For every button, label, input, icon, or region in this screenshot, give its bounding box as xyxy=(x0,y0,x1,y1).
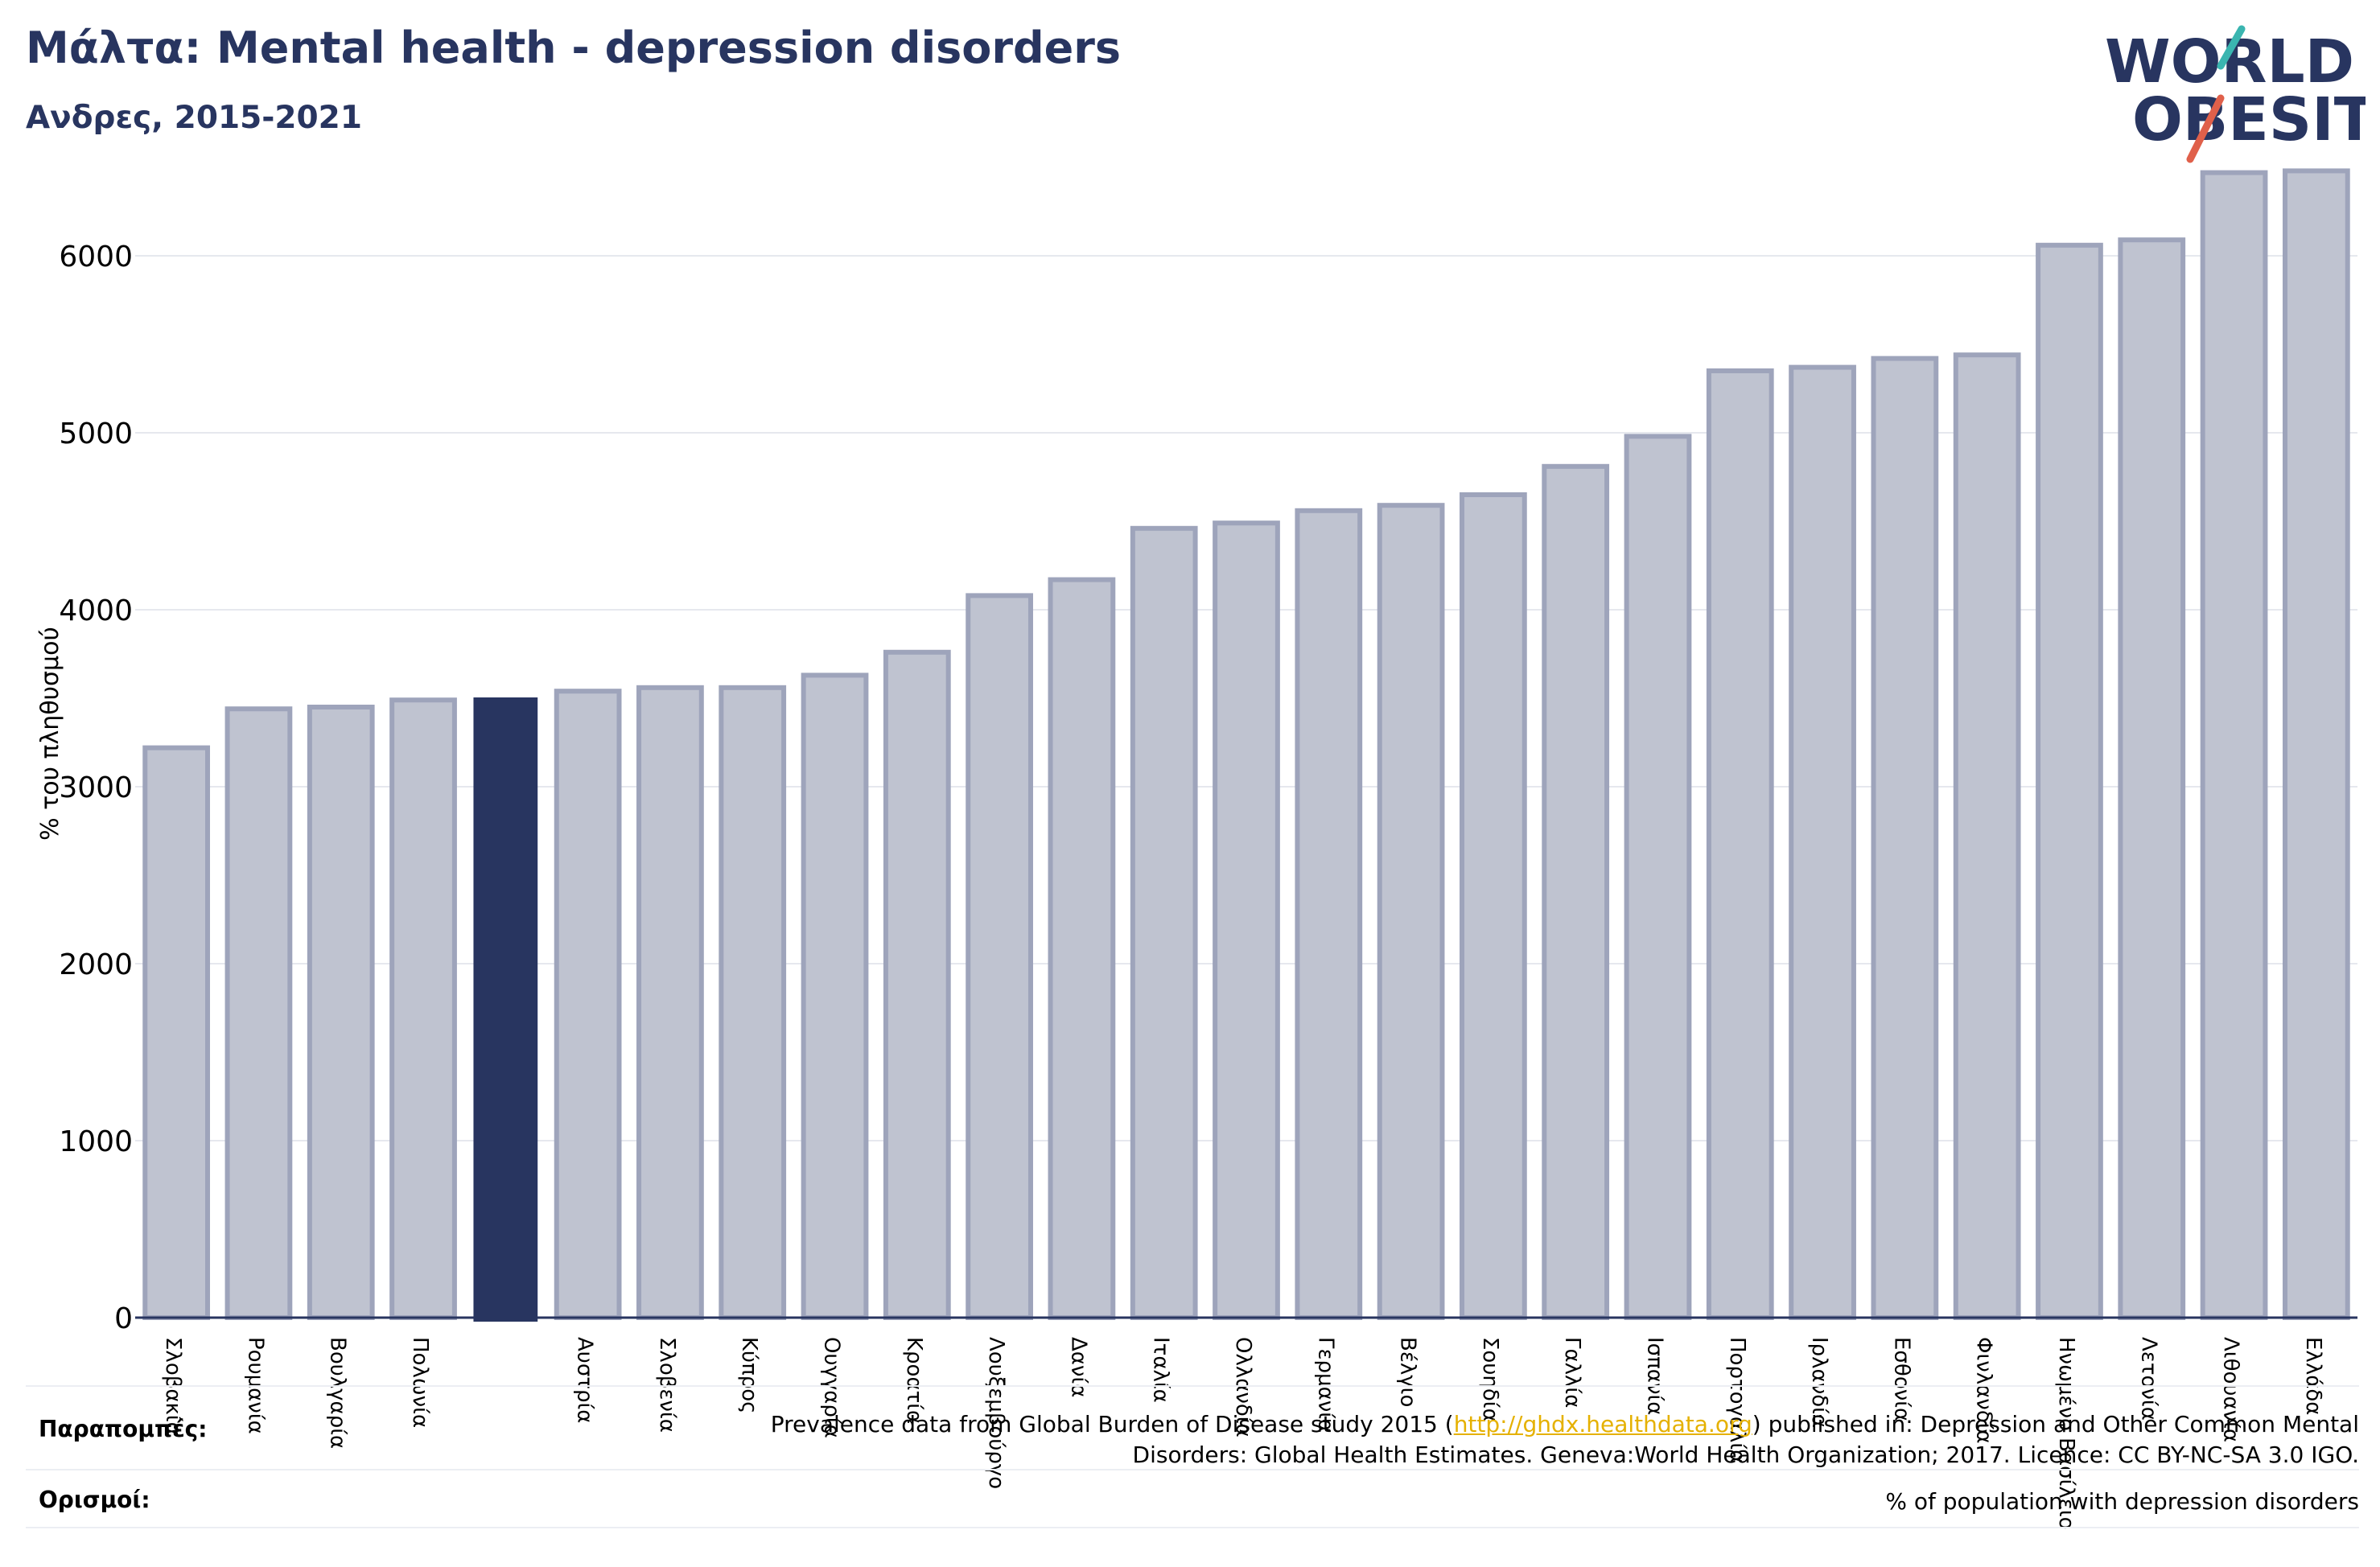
references-row: Παραπομπές: Prevalence data from Global … xyxy=(26,1409,2359,1474)
x-tick-label: Γαλλία xyxy=(1560,1337,1584,1408)
chart-subtitle: Ανδρες, 2015-2021 xyxy=(26,100,362,136)
x-tick-label: Αυστρία xyxy=(573,1337,597,1423)
x-tick-label: Βουλγαρία xyxy=(326,1337,350,1449)
x-tick-label: Κύπρος xyxy=(737,1337,761,1413)
bar xyxy=(966,593,1033,1320)
chart-title: Μάλτα: Mental health - depression disord… xyxy=(26,23,1122,73)
x-tick-label: Ισπανία xyxy=(1642,1337,1666,1415)
y-tick-label: 3000 xyxy=(59,771,133,804)
bar xyxy=(1130,525,1198,1320)
x-tick-label: Ηνωμένο Βασίλειο xyxy=(2054,1337,2078,1530)
bar xyxy=(1213,520,1280,1320)
x-tick-label: Πολωνία xyxy=(408,1337,432,1428)
bars xyxy=(142,168,2350,1322)
bar xyxy=(1460,492,1527,1320)
x-tick-label: Ιταλία xyxy=(1149,1337,1173,1403)
y-tick-label: 6000 xyxy=(59,241,133,274)
x-tick-label: Ελλάδα xyxy=(2301,1337,2325,1415)
bar xyxy=(1706,368,1774,1320)
x-tick-label: Γερμανία xyxy=(1313,1337,1337,1433)
x-tick-label: Σλοβενία xyxy=(655,1337,679,1433)
bar xyxy=(636,685,704,1320)
bar xyxy=(307,705,375,1320)
x-tick-label: Σουηδία xyxy=(1478,1337,1502,1422)
x-tick-label: Βέλγιο xyxy=(1396,1337,1420,1407)
bar-highlighted xyxy=(473,697,538,1322)
logo-accent-red xyxy=(2186,94,2225,163)
bar xyxy=(801,672,869,1320)
y-tick-labels: 0 1000 2000 3000 4000 5000 6000 xyxy=(59,241,133,1335)
references-label: Παραπομπές: xyxy=(39,1416,208,1442)
logo-accent-teal xyxy=(2217,25,2246,70)
y-tick-label: 2000 xyxy=(59,948,133,981)
x-tick-label: Δανία xyxy=(1066,1337,1090,1397)
bar xyxy=(389,697,457,1320)
bar xyxy=(1953,352,2021,1321)
x-tick-label: Λετονία xyxy=(2136,1337,2160,1421)
x-tick-label: Πορτογαλία xyxy=(1725,1337,1749,1463)
bar xyxy=(1789,364,1856,1321)
bar xyxy=(2036,242,2103,1320)
references-text-after: ) published in: Depression and Other Com… xyxy=(1752,1411,2359,1437)
x-tick-label: Λιθουανία xyxy=(2219,1337,2243,1442)
bar xyxy=(1542,463,1610,1320)
bar xyxy=(142,745,211,1320)
x-tick-label: Εσθονία xyxy=(1889,1337,1913,1421)
x-tick-label: Ολλανδία xyxy=(1231,1337,1255,1437)
bar xyxy=(1295,508,1363,1320)
bar xyxy=(2200,170,2268,1321)
x-tick-label: Λουξεμβούργο xyxy=(984,1337,1008,1489)
bar xyxy=(1871,356,1939,1321)
x-tick-label: Φινλανδία xyxy=(1972,1337,1996,1444)
x-tick-label: Κροατία xyxy=(902,1337,926,1424)
notes-divider-middle xyxy=(26,1469,2359,1470)
definitions-text: % of population with depression disorder… xyxy=(1885,1488,2359,1515)
world-obesity-logo: WORLD OBESITY xyxy=(2105,25,2366,163)
x-tick-label: Ιρλανδία xyxy=(1807,1337,1831,1428)
bar xyxy=(883,649,951,1320)
logo-world-text: WORLD xyxy=(2105,27,2354,97)
bar xyxy=(1377,503,1445,1320)
bar xyxy=(554,689,622,1320)
bar xyxy=(1048,577,1116,1320)
y-axis-label: % του πληθυσμού xyxy=(36,627,64,841)
references-link[interactable]: http://ghdx.healthdata.org xyxy=(1453,1411,1752,1437)
bar xyxy=(2118,237,2186,1321)
definitions-label: Ορισμοί: xyxy=(39,1487,150,1513)
references-text-before: Prevalence data from Global Burden of Di… xyxy=(770,1411,1454,1437)
definitions-row: Ορισμοί: % of population with depression… xyxy=(26,1487,2359,1527)
logo-obesity-text: OBESITY xyxy=(2132,85,2366,154)
y-tick-label: 5000 xyxy=(59,417,133,450)
bar xyxy=(2282,168,2350,1320)
bar xyxy=(719,685,787,1320)
y-tick-label: 4000 xyxy=(59,594,133,627)
references-text: Prevalence data from Global Burden of Di… xyxy=(771,1409,2359,1470)
y-tick-label: 1000 xyxy=(59,1125,133,1158)
x-tick-label: Ουγγαρία xyxy=(820,1337,844,1438)
y-tick-label: 0 xyxy=(114,1302,133,1335)
notes-divider-top xyxy=(26,1385,2359,1387)
bar xyxy=(1624,434,1692,1320)
notes-divider-bottom xyxy=(26,1527,2359,1528)
bar xyxy=(224,706,293,1320)
references-text-line2: Disorders: Global Health Estimates. Gene… xyxy=(1132,1442,2359,1468)
